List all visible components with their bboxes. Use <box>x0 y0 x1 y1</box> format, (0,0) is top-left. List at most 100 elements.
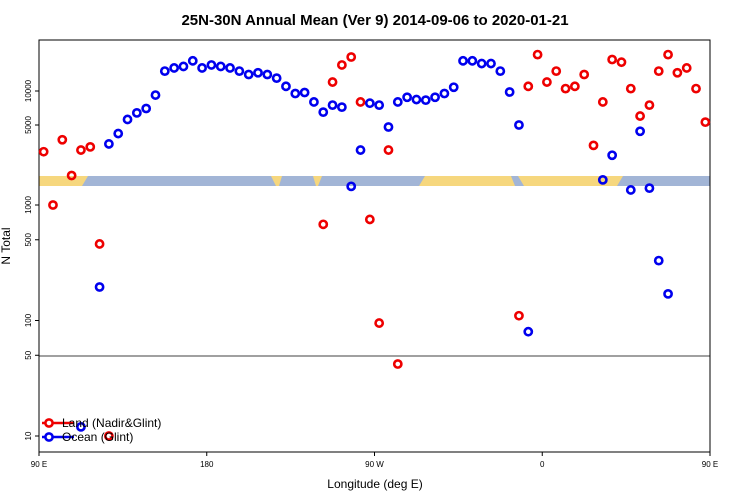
ocean-point <box>364 98 375 109</box>
ocean-point <box>448 82 459 93</box>
legend: Land (Nadir&Glint)Ocean (Glint) <box>42 416 161 444</box>
ocean-point <box>467 55 478 66</box>
land-point <box>579 69 590 80</box>
map-land-asia <box>39 176 88 186</box>
ocean-point <box>327 100 338 111</box>
x-tick-label: 90 E <box>702 460 718 469</box>
ocean-point <box>178 61 189 72</box>
x-tick-label: 90 W <box>365 460 384 469</box>
land-point <box>551 66 562 77</box>
ocean-point <box>383 122 394 132</box>
ocean-point <box>355 145 366 155</box>
ocean-point <box>486 58 496 69</box>
map-land-africa <box>419 176 515 186</box>
land-point <box>327 77 338 87</box>
ocean-point <box>663 288 673 299</box>
x-axis: 90 E 180 90 W 0 90 E <box>31 452 718 469</box>
ocean-point <box>271 73 282 84</box>
land-point <box>346 52 357 62</box>
ocean-point <box>290 88 301 99</box>
ocean-point <box>94 282 105 292</box>
ocean-point <box>411 94 422 105</box>
land-point <box>94 239 105 249</box>
ocean-point <box>653 255 664 266</box>
ocean-point <box>346 181 357 192</box>
ocean-point <box>131 107 142 118</box>
land-point <box>644 100 655 111</box>
x-tick-label: 180 <box>200 460 214 469</box>
map-land-arabia-india <box>518 176 623 186</box>
y-axis: 10 50 100 500 1000 5000 10000 <box>24 79 39 440</box>
land-point <box>103 431 114 441</box>
ocean-point <box>309 97 319 107</box>
land-point <box>523 81 534 92</box>
land-point <box>597 97 608 107</box>
land-point <box>383 145 394 155</box>
land-point <box>532 49 543 60</box>
land-point <box>318 219 329 230</box>
ocean-point <box>607 150 618 161</box>
land-point <box>392 359 403 369</box>
map-land-florida <box>313 176 322 186</box>
land-point <box>336 60 347 70</box>
ocean-point <box>504 87 515 97</box>
ocean-point <box>150 90 161 100</box>
land-point <box>672 67 683 78</box>
land-point <box>691 83 701 94</box>
ocean-point <box>122 114 133 125</box>
ocean-point <box>215 61 226 72</box>
y-tick-label: 50 <box>24 350 33 359</box>
land-point <box>607 54 618 65</box>
y-tick-label: 10000 <box>24 79 33 102</box>
x-tick-label: 90 E <box>31 460 47 469</box>
y-tick-label: 1000 <box>24 196 33 214</box>
legend-marker-ocean <box>44 432 54 442</box>
ocean-point <box>597 174 608 185</box>
ocean-point <box>523 326 534 337</box>
land-point <box>38 146 49 157</box>
ocean-point <box>625 185 636 195</box>
land-point <box>85 141 96 152</box>
land-point <box>48 200 58 210</box>
ocean-point <box>420 95 431 106</box>
ocean-point <box>635 126 646 137</box>
ocean-point <box>299 87 310 98</box>
ocean-point <box>514 120 524 130</box>
land-point <box>681 63 692 73</box>
land-point <box>355 97 366 107</box>
ocean-point <box>402 92 413 103</box>
x-tick-label: 0 <box>540 460 545 469</box>
y-tick-label: 10 <box>24 431 33 440</box>
land-point <box>364 214 375 225</box>
y-axis-label: N Total <box>0 227 13 264</box>
land-point <box>569 81 580 92</box>
ocean-point <box>243 69 254 80</box>
ocean-point <box>113 128 124 139</box>
ocean-point <box>187 55 198 66</box>
land-point <box>616 57 627 68</box>
legend-marker-land <box>44 418 54 428</box>
ocean-point <box>374 100 385 111</box>
ocean-point <box>225 63 235 73</box>
map-strip <box>39 176 710 186</box>
ocean-point <box>476 58 487 69</box>
ocean-point <box>458 55 468 66</box>
ocean-point <box>169 63 180 73</box>
ocean-point <box>430 92 440 103</box>
y-tick-label: 100 <box>24 313 33 327</box>
ocean-point <box>392 97 403 107</box>
map-land-north-america <box>271 176 282 186</box>
ocean-point <box>439 88 450 99</box>
ocean-point <box>234 66 245 77</box>
legend-label-ocean: Ocean (Glint) <box>62 430 133 444</box>
land-point <box>542 77 552 87</box>
map-ocean-band <box>39 176 710 186</box>
ocean-point <box>318 107 329 118</box>
land-point <box>700 117 711 128</box>
ocean-point <box>103 139 114 149</box>
ocean-point <box>76 421 86 432</box>
chart-title: 25N-30N Annual Mean (Ver 9) 2014-09-06 t… <box>181 12 568 29</box>
ocean-point <box>206 60 217 70</box>
